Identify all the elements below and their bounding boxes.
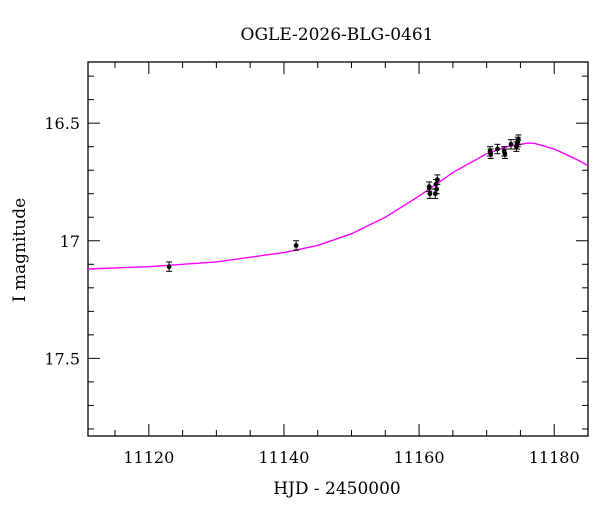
- data-marker: [502, 151, 508, 157]
- x-tick-label: 11180: [529, 448, 580, 467]
- x-tick-label: 11160: [394, 448, 445, 467]
- data-point: [515, 134, 522, 145]
- data-marker: [426, 184, 432, 190]
- plot-border: [87, 61, 589, 437]
- data-point: [166, 261, 173, 272]
- model-curve: [87, 142, 589, 270]
- y-tick-label: 16.5: [44, 114, 80, 133]
- data-marker: [495, 146, 500, 152]
- x-tick-label: 11140: [258, 448, 309, 467]
- data-marker: [488, 151, 494, 157]
- axis-tick-labels: 11120 11140 11160 11180 16.5 17 17.5: [44, 114, 579, 467]
- data-marker: [166, 264, 172, 270]
- data-marker: [427, 191, 433, 197]
- data-point: [487, 148, 494, 159]
- model-curve-layer: [87, 142, 589, 270]
- x-axis-label: HJD - 2450000: [273, 479, 401, 499]
- axis-ticks: [88, 62, 589, 436]
- data-point: [293, 240, 300, 251]
- data-marker: [508, 141, 514, 147]
- y-tick-label: 17: [60, 232, 80, 251]
- y-axis-label: I magnitude: [10, 198, 30, 302]
- y-tick-label: 17.5: [44, 349, 80, 368]
- data-points-layer: [166, 134, 522, 272]
- plot-frame: [87, 61, 589, 437]
- data-point: [501, 148, 508, 159]
- data-marker: [293, 243, 299, 248]
- data-marker: [434, 177, 440, 183]
- x-tick-label: 11120: [123, 448, 174, 467]
- data-point: [426, 181, 433, 192]
- data-point: [426, 188, 433, 199]
- data-marker: [516, 137, 521, 143]
- data-marker: [434, 186, 440, 192]
- data-point: [507, 139, 514, 150]
- data-point: [494, 143, 501, 155]
- data-point: [434, 174, 441, 185]
- chart-title: OGLE-2026-BLG-0461: [241, 25, 434, 45]
